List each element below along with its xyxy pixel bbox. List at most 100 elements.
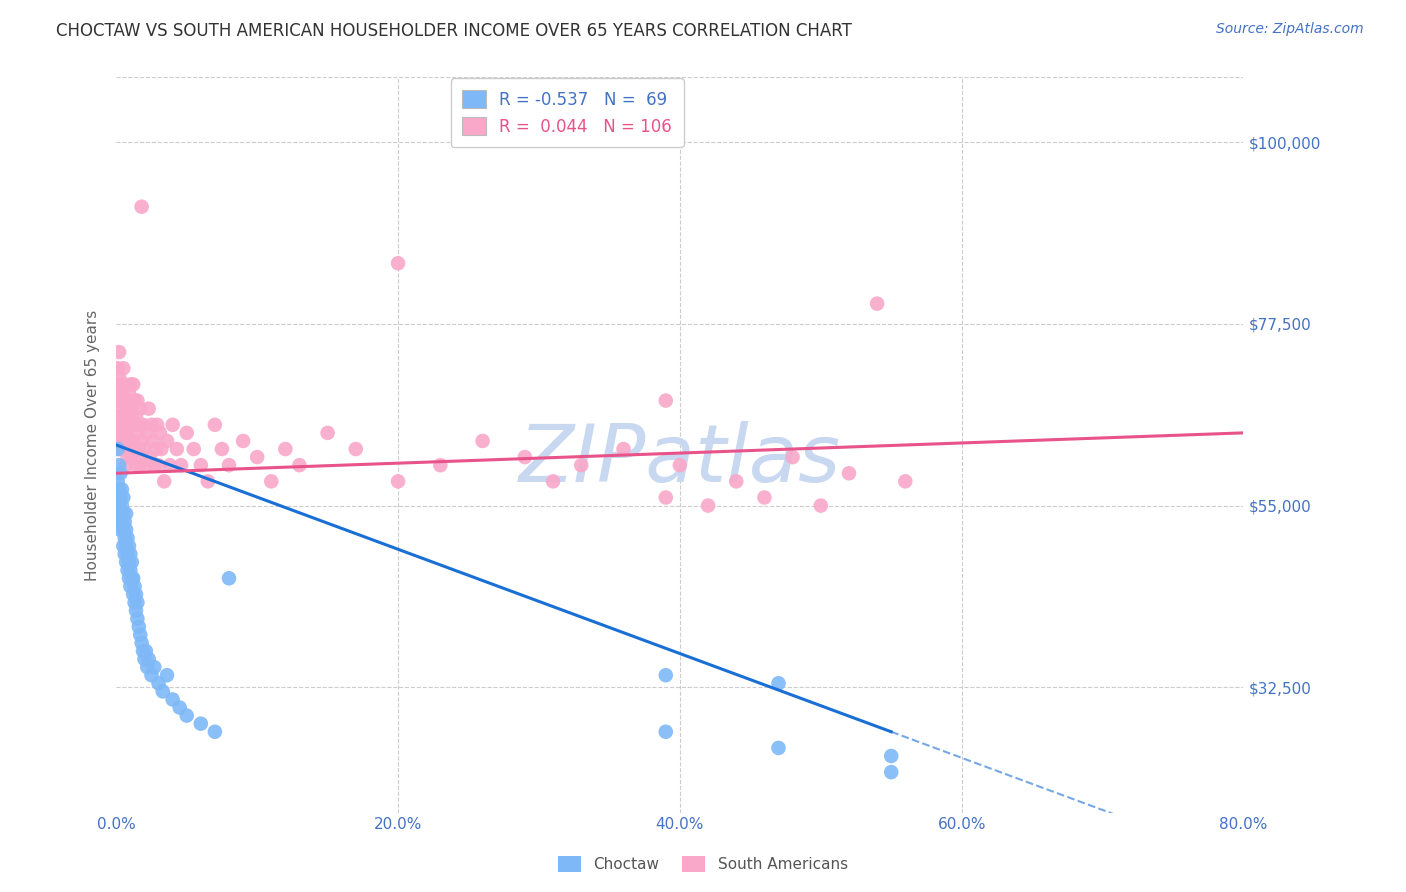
Point bbox=[148, 676, 170, 690]
Point bbox=[115, 409, 138, 424]
Point bbox=[148, 458, 170, 473]
Point bbox=[112, 491, 135, 505]
Point bbox=[120, 547, 142, 561]
Point bbox=[115, 523, 138, 537]
Point bbox=[131, 450, 153, 464]
Point bbox=[107, 377, 129, 392]
Point bbox=[115, 507, 138, 521]
Point bbox=[118, 539, 141, 553]
Point bbox=[118, 555, 141, 569]
Point bbox=[108, 393, 131, 408]
Y-axis label: Householder Income Over 65 years: Householder Income Over 65 years bbox=[86, 310, 100, 581]
Point bbox=[725, 475, 748, 489]
Point bbox=[132, 417, 155, 432]
Point bbox=[111, 499, 134, 513]
Point bbox=[107, 417, 129, 432]
Point bbox=[112, 507, 135, 521]
Point bbox=[111, 515, 134, 529]
Point bbox=[260, 475, 283, 489]
Point bbox=[107, 491, 129, 505]
Point bbox=[121, 450, 143, 464]
Point bbox=[128, 442, 150, 456]
Point bbox=[124, 595, 146, 609]
Point bbox=[166, 442, 188, 456]
Point bbox=[115, 555, 138, 569]
Point bbox=[114, 377, 136, 392]
Point bbox=[112, 361, 135, 376]
Point bbox=[111, 417, 134, 432]
Point bbox=[124, 579, 146, 593]
Point bbox=[117, 563, 139, 577]
Point bbox=[190, 458, 212, 473]
Point bbox=[110, 523, 132, 537]
Point bbox=[142, 434, 165, 448]
Point bbox=[112, 539, 135, 553]
Point bbox=[139, 450, 162, 464]
Point bbox=[138, 652, 160, 666]
Point bbox=[108, 458, 131, 473]
Point bbox=[110, 385, 132, 400]
Point bbox=[669, 458, 692, 473]
Point bbox=[655, 668, 678, 682]
Point bbox=[121, 571, 143, 585]
Point bbox=[120, 579, 142, 593]
Point bbox=[218, 458, 240, 473]
Point bbox=[122, 377, 145, 392]
Point bbox=[782, 450, 804, 464]
Point bbox=[176, 425, 198, 440]
Point bbox=[344, 442, 367, 456]
Point bbox=[141, 417, 163, 432]
Point bbox=[143, 660, 166, 674]
Point bbox=[880, 765, 903, 780]
Point bbox=[232, 434, 254, 448]
Point bbox=[111, 401, 134, 416]
Point bbox=[108, 515, 131, 529]
Point bbox=[122, 587, 145, 601]
Point bbox=[118, 571, 141, 585]
Point bbox=[118, 385, 141, 400]
Point bbox=[122, 571, 145, 585]
Point bbox=[110, 467, 132, 481]
Point bbox=[108, 442, 131, 456]
Point bbox=[112, 377, 135, 392]
Point bbox=[114, 531, 136, 545]
Point bbox=[176, 708, 198, 723]
Point bbox=[112, 425, 135, 440]
Point bbox=[138, 401, 160, 416]
Point bbox=[768, 740, 790, 755]
Point bbox=[110, 425, 132, 440]
Point bbox=[112, 409, 135, 424]
Point bbox=[120, 563, 142, 577]
Point bbox=[124, 393, 146, 408]
Point bbox=[387, 475, 409, 489]
Legend: Choctaw, South Americans: Choctaw, South Americans bbox=[551, 848, 855, 880]
Point bbox=[655, 393, 678, 408]
Point bbox=[136, 660, 159, 674]
Point bbox=[110, 491, 132, 505]
Legend: R = -0.537   N =  69, R =  0.044   N = 106: R = -0.537 N = 69, R = 0.044 N = 106 bbox=[451, 78, 683, 147]
Point bbox=[145, 442, 167, 456]
Point bbox=[152, 684, 174, 698]
Point bbox=[111, 483, 134, 497]
Point bbox=[612, 442, 634, 456]
Point bbox=[108, 483, 131, 497]
Point bbox=[316, 425, 339, 440]
Point bbox=[114, 393, 136, 408]
Point bbox=[114, 515, 136, 529]
Point bbox=[156, 434, 179, 448]
Point bbox=[211, 442, 233, 456]
Point bbox=[159, 458, 181, 473]
Point bbox=[111, 434, 134, 448]
Point bbox=[513, 450, 536, 464]
Point bbox=[120, 409, 142, 424]
Point bbox=[218, 571, 240, 585]
Point bbox=[143, 458, 166, 473]
Point bbox=[894, 475, 917, 489]
Point bbox=[128, 417, 150, 432]
Point bbox=[150, 442, 173, 456]
Point bbox=[110, 409, 132, 424]
Point bbox=[114, 417, 136, 432]
Point bbox=[110, 377, 132, 392]
Point bbox=[880, 749, 903, 764]
Point bbox=[134, 442, 156, 456]
